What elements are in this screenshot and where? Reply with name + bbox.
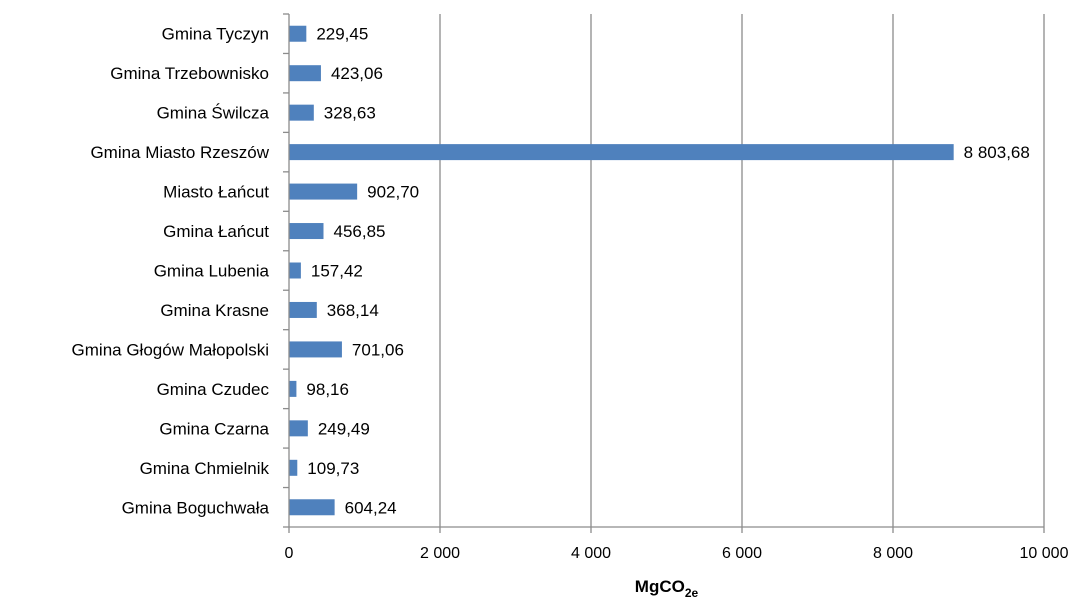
category-label: Gmina Boguchwała: [122, 498, 270, 517]
value-label: 229,45: [316, 25, 368, 44]
bar: [289, 499, 335, 516]
value-label: 328,63: [324, 104, 376, 123]
bar: [289, 65, 321, 82]
bar: [289, 380, 297, 397]
x-tick-label: 2 000: [420, 545, 460, 562]
value-label: 423,06: [331, 64, 383, 83]
value-label: 109,73: [307, 459, 359, 478]
value-label: 98,16: [306, 380, 349, 399]
category-label: Gmina Czudec: [157, 380, 270, 399]
category-label: Gmina Miasto Rzeszów: [90, 143, 269, 162]
value-label: 8 803,68: [964, 143, 1030, 162]
x-tick-label: 6 000: [722, 545, 762, 562]
bar: [289, 104, 314, 121]
category-label: Gmina Krasne: [160, 301, 269, 320]
bar: [289, 420, 308, 437]
x-axis-title-subscript: 2e: [685, 586, 699, 600]
bar: [289, 341, 342, 358]
axes: [283, 13, 1045, 533]
bar: [289, 262, 301, 279]
value-label: 902,70: [367, 183, 419, 202]
x-tick-label: 0: [285, 545, 294, 562]
x-axis-title-main: MgCO: [635, 577, 685, 596]
category-label: Gmina Czarna: [159, 419, 269, 438]
x-tick-labels: 0 2 000 4 000 6 000 8 000 10 000: [285, 545, 1069, 562]
category-label: Gmina Świlcza: [157, 104, 270, 123]
value-label: 157,42: [311, 262, 363, 281]
value-label: 701,06: [352, 340, 404, 359]
category-labels: Gmina Tyczyn Gmina Trzebownisko Gmina Świl…: [72, 25, 270, 518]
category-label: Gmina Łańcut: [163, 222, 269, 241]
value-label: 368,14: [327, 301, 379, 320]
bar: [289, 223, 324, 240]
bar: [289, 301, 317, 318]
bar: [289, 459, 298, 476]
category-label: Miasto Łańcut: [163, 183, 269, 202]
value-label: 604,24: [345, 498, 397, 517]
category-label: Gmina Tyczyn: [162, 25, 269, 44]
value-label: 249,49: [318, 419, 370, 438]
x-tick-label: 4 000: [571, 545, 611, 562]
x-axis-title: MgCO2e: [635, 577, 699, 600]
bars: [289, 25, 954, 516]
value-labels: 229,45 423,06 328,63 8 803,68 902,70 456,85 15…: [306, 25, 1029, 518]
x-tick-label: 8 000: [873, 545, 913, 562]
bar: [289, 183, 358, 200]
category-label: Gmina Lubenia: [154, 262, 270, 281]
category-label: Gmina Trzebownisko: [110, 64, 269, 83]
value-label: 456,85: [333, 222, 385, 241]
gridlines: [439, 14, 1045, 527]
category-label: Gmina Chmielnik: [140, 459, 270, 478]
bar: [289, 144, 954, 161]
bar: [289, 25, 307, 42]
category-label: Gmina Głogów Małopolski: [72, 340, 269, 359]
x-tick-label: 10 000: [1020, 545, 1069, 562]
